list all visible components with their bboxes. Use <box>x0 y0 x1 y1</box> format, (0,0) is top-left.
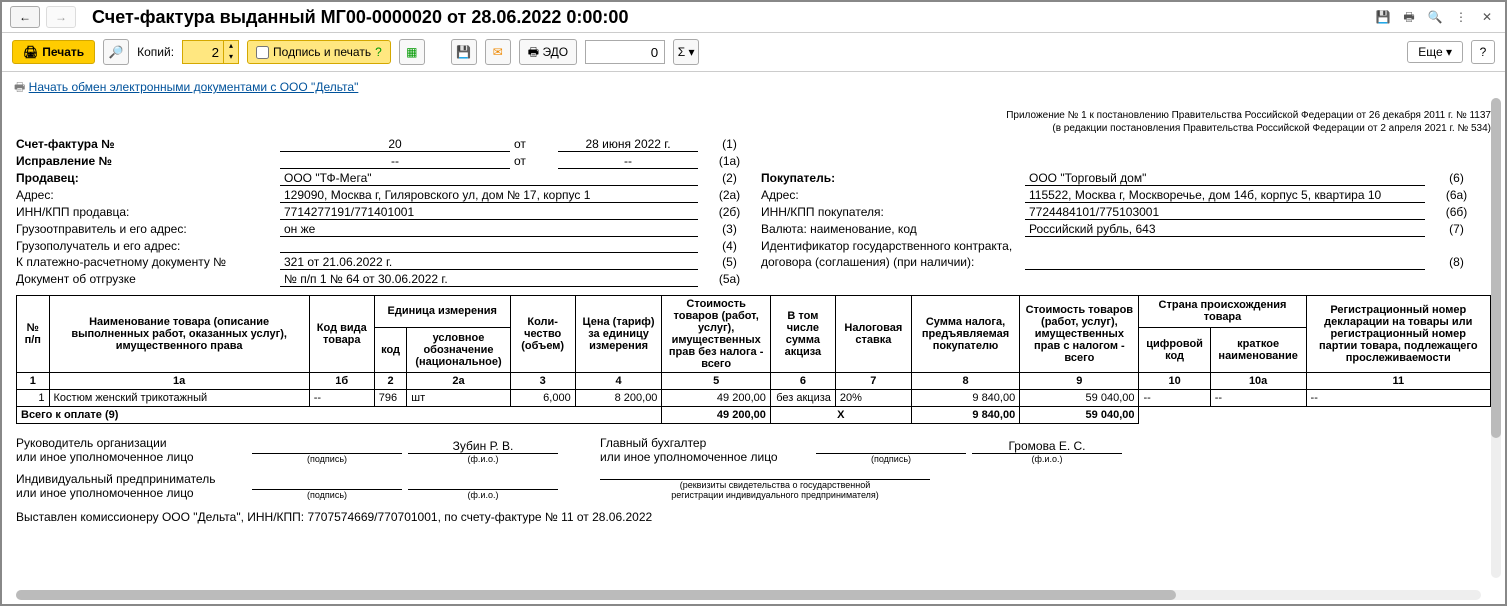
sf-date: 28 июня 2022 г. <box>558 137 698 152</box>
buyer-label: Покупатель: <box>761 171 1021 186</box>
seller-inn: 7714277191/771401001 <box>280 205 698 220</box>
printer-icon: 🖨 <box>23 45 38 59</box>
sf-no: 20 <box>280 137 510 152</box>
currency: Российский рубль, 643 <box>1025 222 1425 237</box>
excel-button[interactable]: ▦ <box>399 39 425 65</box>
content-area: Приложение № 1 к постановлению Правитель… <box>2 105 1505 595</box>
sum-button[interactable]: Σ ▾ <box>673 39 699 65</box>
more-button[interactable]: Еще ▾ <box>1407 41 1463 63</box>
ispr-label: Исправление № <box>16 154 276 169</box>
toolbar: 🖨Печать 🔎 Копий: ▴▾ Подпись и печать? ▦ … <box>2 33 1505 72</box>
menu-dots-icon[interactable]: ⋮ <box>1451 7 1471 27</box>
seller-label: Продавец: <box>16 171 276 186</box>
signatures: Руководитель организации или иное уполно… <box>16 436 1491 500</box>
spin-up[interactable]: ▴ <box>224 41 238 52</box>
accountant-name: Громова Е. С. <box>972 439 1122 454</box>
preview-button[interactable]: 🔎 <box>103 39 129 65</box>
sf-no-label: Счет-фактура № <box>16 137 276 152</box>
footer-note: Выставлен комиссионеру ООО "Дельта", ИНН… <box>16 510 1491 524</box>
total-row: Всего к оплате (9) 49 200,00 Х 9 840,00 … <box>17 407 1491 424</box>
shipper: он же <box>280 222 698 237</box>
link-print-icon: 🖶 <box>14 80 25 94</box>
consignee <box>280 239 698 253</box>
copies-spinner[interactable]: ▴▾ <box>182 40 239 64</box>
close-icon[interactable]: ✕ <box>1477 7 1497 27</box>
email-button[interactable]: ✉ <box>485 39 511 65</box>
title-bar: ← → Счет-фактура выданный МГ00-0000020 о… <box>2 2 1505 33</box>
help-button[interactable]: ? <box>1471 40 1495 64</box>
page-title: Счет-фактура выданный МГ00-0000020 от 28… <box>92 7 1367 28</box>
paydoc: 321 от 21.06.2022 г. <box>280 255 698 270</box>
buyer-addr: 115522, Москва г, Москворечье, дом 14б, … <box>1025 188 1425 203</box>
help-icon[interactable]: ? <box>375 45 382 59</box>
table-row: 1 Костюм женский трикотажный -- 796 шт 6… <box>17 390 1491 407</box>
sign-label: Подпись и печать <box>273 45 371 59</box>
save-file-button[interactable]: 💾 <box>451 39 477 65</box>
director-name: Зубин Р. В. <box>408 439 558 454</box>
back-button[interactable]: ← <box>10 6 40 28</box>
horizontal-scrollbar[interactable] <box>16 590 1481 600</box>
copies-input[interactable] <box>183 41 223 63</box>
buyer: ООО "Торговый дом" <box>1025 171 1425 186</box>
buyer-inn: 7724484101/775103001 <box>1025 205 1425 220</box>
edo-icon: 🖶 <box>528 45 539 59</box>
preview-icon[interactable]: 🔍 <box>1425 7 1445 27</box>
appendix-text: Приложение № 1 к постановлению Правитель… <box>16 109 1491 135</box>
link-row: 🖶 Начать обмен электронными документами … <box>2 72 1505 105</box>
copies-label: Копий: <box>137 45 174 59</box>
edo-link[interactable]: Начать обмен электронными документами с … <box>29 80 359 94</box>
save-icon[interactable]: 💾 <box>1373 7 1393 27</box>
shipdoc: № п/п 1 № 64 от 30.06.2022 г. <box>280 272 698 287</box>
invoice-table: № п/п Наименование товара (описание выпо… <box>16 295 1491 424</box>
sign-checkbox[interactable] <box>256 46 269 59</box>
print-button[interactable]: 🖨 Печать <box>12 40 95 64</box>
edo-button[interactable]: 🖶 ЭДО <box>519 39 577 65</box>
contract-id <box>1025 255 1425 270</box>
vertical-scrollbar[interactable] <box>1491 98 1501 578</box>
sign-print-button[interactable]: Подпись и печать? <box>247 40 391 64</box>
forward-button[interactable]: → <box>46 6 76 28</box>
print-icon[interactable]: 🖶 <box>1399 7 1419 27</box>
number-input[interactable] <box>585 40 665 64</box>
seller-addr: 129090, Москва г, Гиляровского ул, дом №… <box>280 188 698 203</box>
edo-label: ЭДО <box>542 45 568 59</box>
column-numbers: 11а1б 22а3 456 789 1010а11 <box>17 373 1491 390</box>
header-grid: Счет-фактура № 20 от 28 июня 2022 г. (1)… <box>16 137 1491 287</box>
print-label: Печать <box>42 45 84 59</box>
seller: ООО "ТФ-Мега" <box>280 171 698 186</box>
spin-down[interactable]: ▾ <box>224 52 238 63</box>
